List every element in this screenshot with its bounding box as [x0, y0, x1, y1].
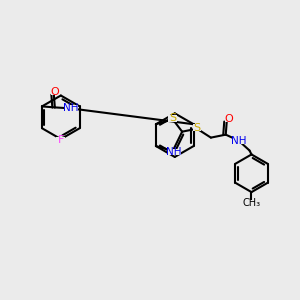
Text: O: O: [50, 86, 59, 97]
Text: O: O: [224, 114, 233, 124]
FancyBboxPatch shape: [193, 124, 202, 131]
Text: F: F: [58, 135, 64, 145]
FancyBboxPatch shape: [56, 136, 65, 144]
Text: NH: NH: [166, 147, 182, 157]
Text: S: S: [169, 113, 176, 123]
FancyBboxPatch shape: [168, 115, 177, 122]
FancyBboxPatch shape: [51, 88, 59, 95]
FancyBboxPatch shape: [225, 115, 233, 122]
FancyBboxPatch shape: [232, 137, 246, 144]
FancyBboxPatch shape: [167, 148, 181, 155]
Text: NH: NH: [63, 103, 78, 113]
FancyBboxPatch shape: [64, 105, 78, 112]
Text: S: S: [194, 123, 201, 133]
FancyBboxPatch shape: [244, 200, 260, 206]
Text: NH: NH: [231, 136, 246, 146]
Text: CH₃: CH₃: [242, 198, 261, 208]
